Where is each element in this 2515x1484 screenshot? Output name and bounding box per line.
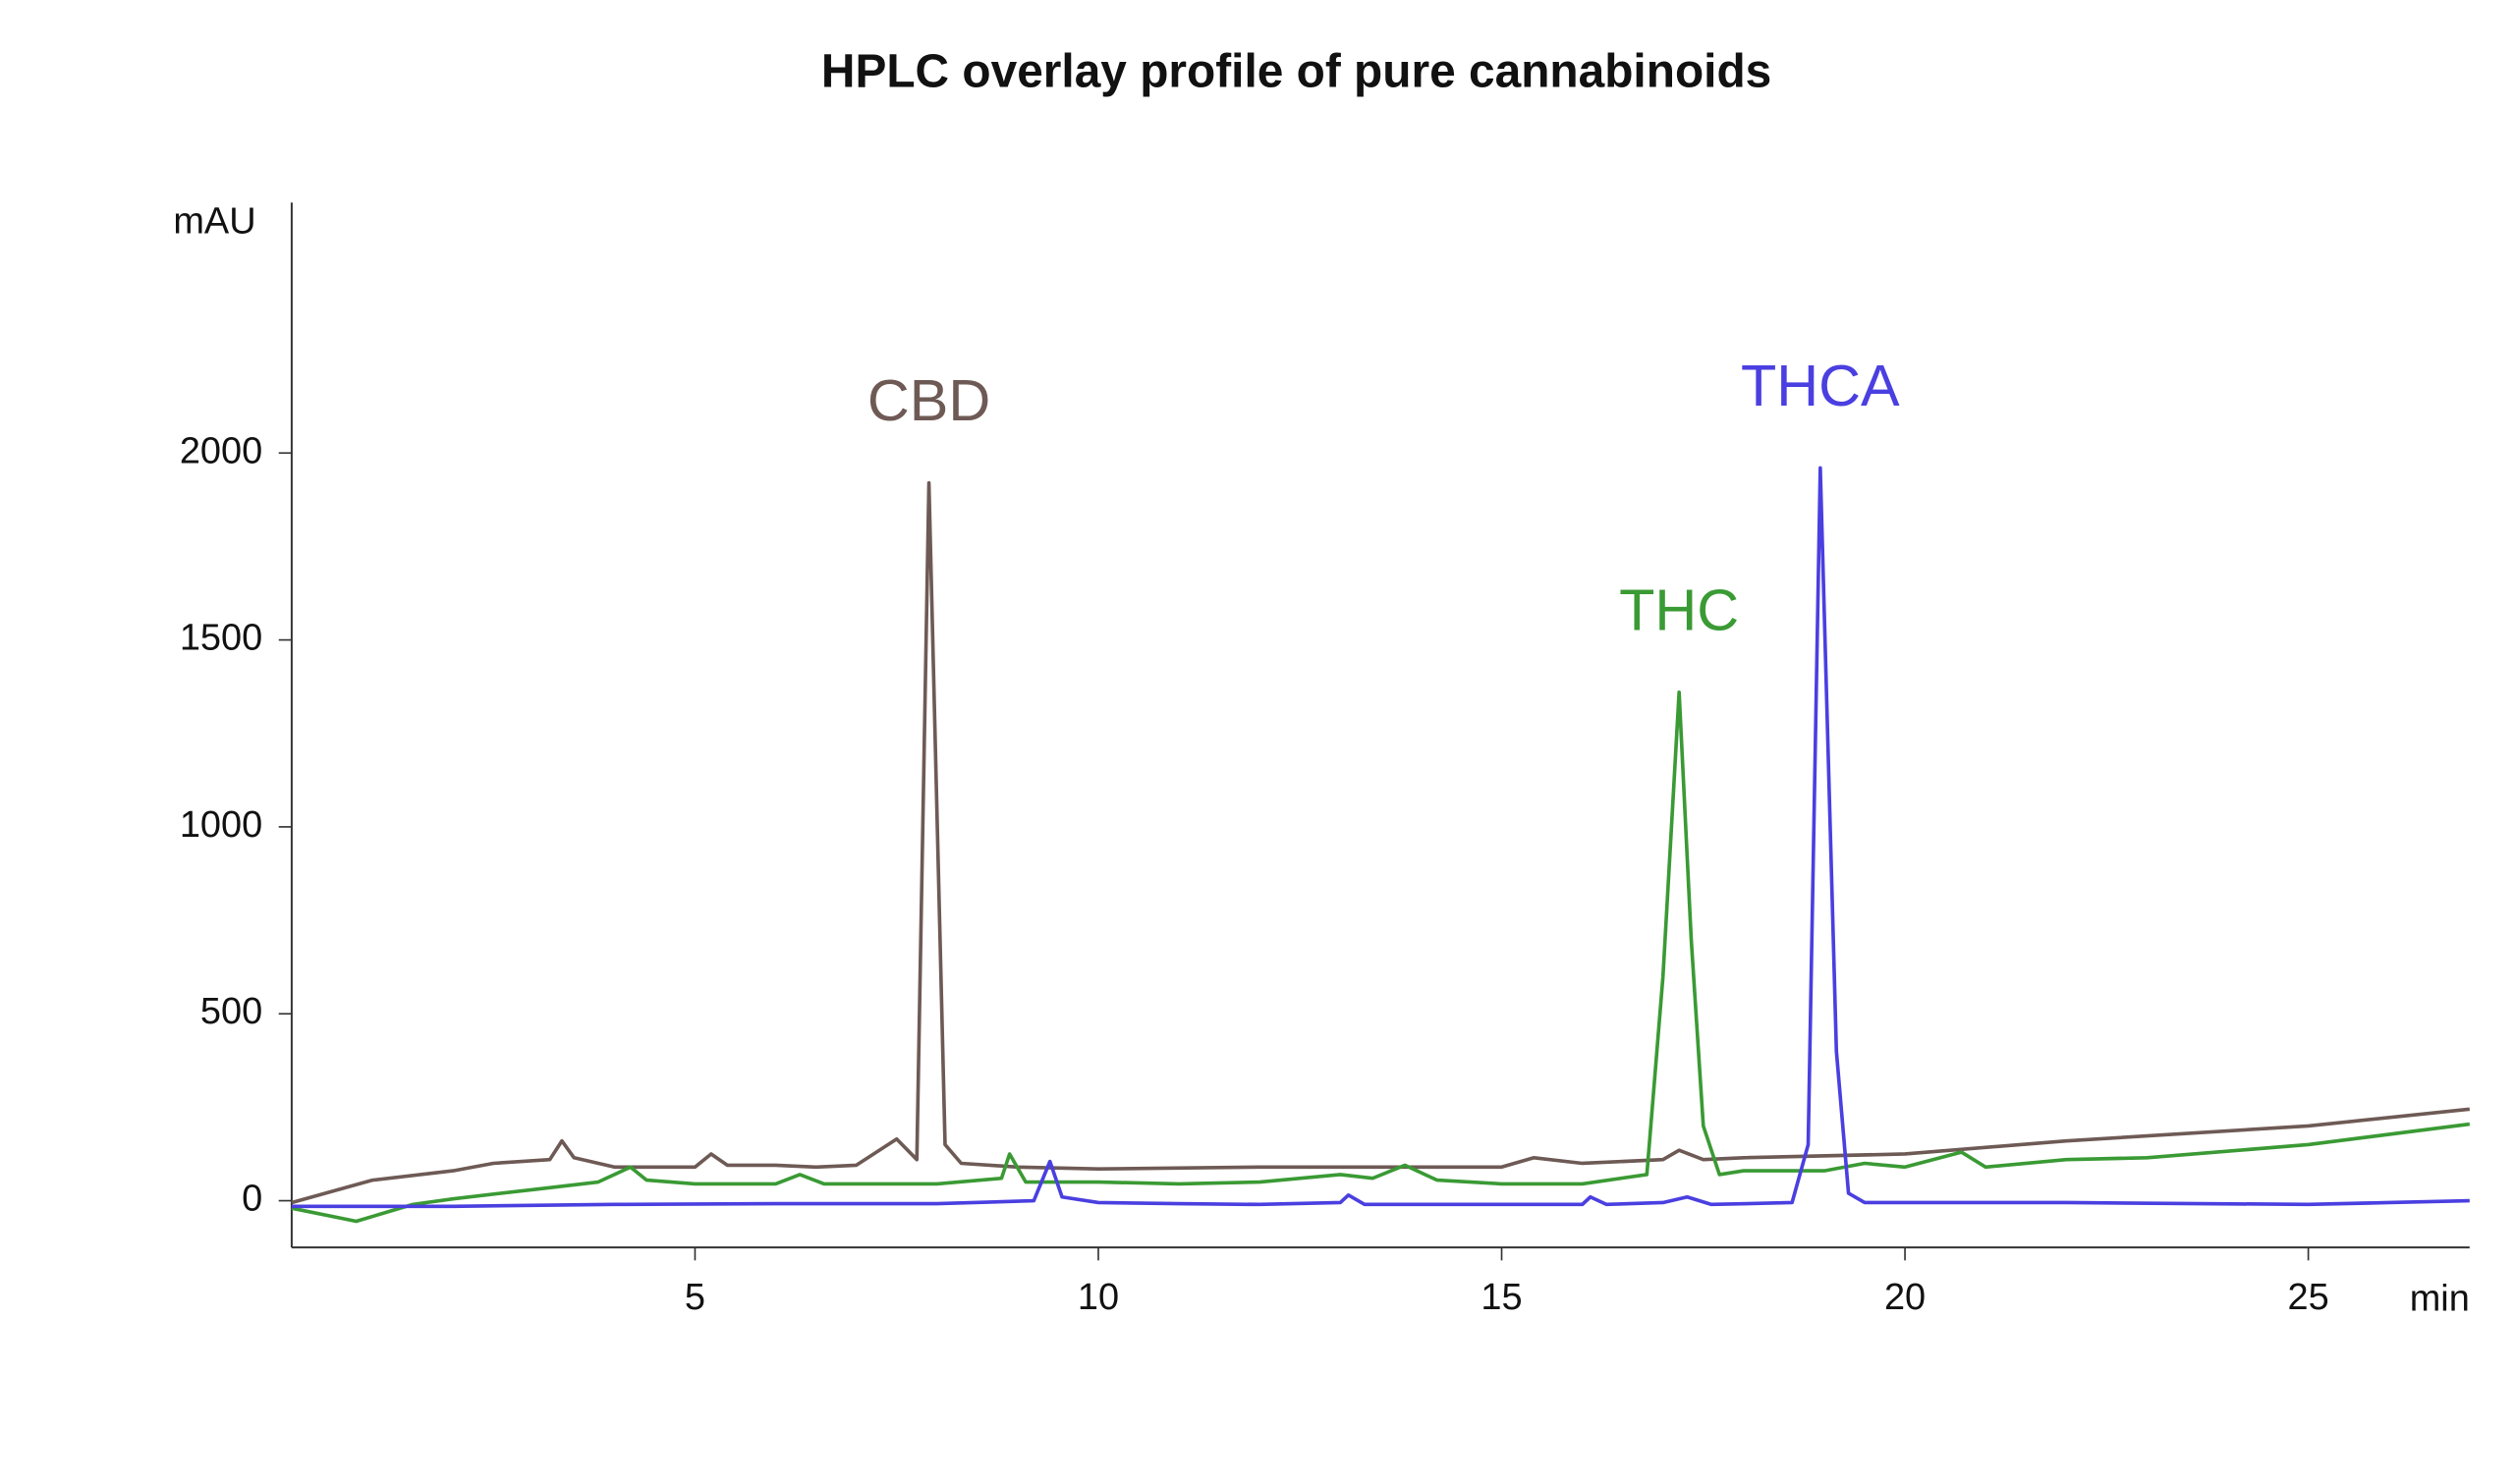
series-line [291, 480, 2471, 1205]
series-line [291, 466, 2470, 1209]
x-tick-label: 10 [1078, 1277, 1119, 1318]
x-tick-label: 15 [1481, 1277, 1522, 1318]
series-line [291, 690, 2471, 1224]
peak-label: THCA [1741, 353, 1900, 418]
peak-label: THC [1619, 577, 1739, 642]
y-axis-label: mAU [173, 201, 255, 243]
x-tick-label: 25 [2288, 1277, 2329, 1318]
x-tick-label: 20 [1884, 1277, 1926, 1318]
y-tick-label: 1000 [180, 804, 262, 846]
y-tick-label: 500 [200, 991, 262, 1032]
x-tick-label: 5 [685, 1277, 705, 1318]
x-axis-label: min [2410, 1279, 2470, 1320]
chart-title: HPLC overlay profile of pure cannabinoid… [821, 46, 1771, 98]
y-tick-label: 2000 [180, 430, 262, 471]
peak-label: CBD [867, 367, 990, 433]
y-tick-label: 0 [242, 1179, 262, 1220]
y-tick-label: 1500 [180, 618, 262, 659]
